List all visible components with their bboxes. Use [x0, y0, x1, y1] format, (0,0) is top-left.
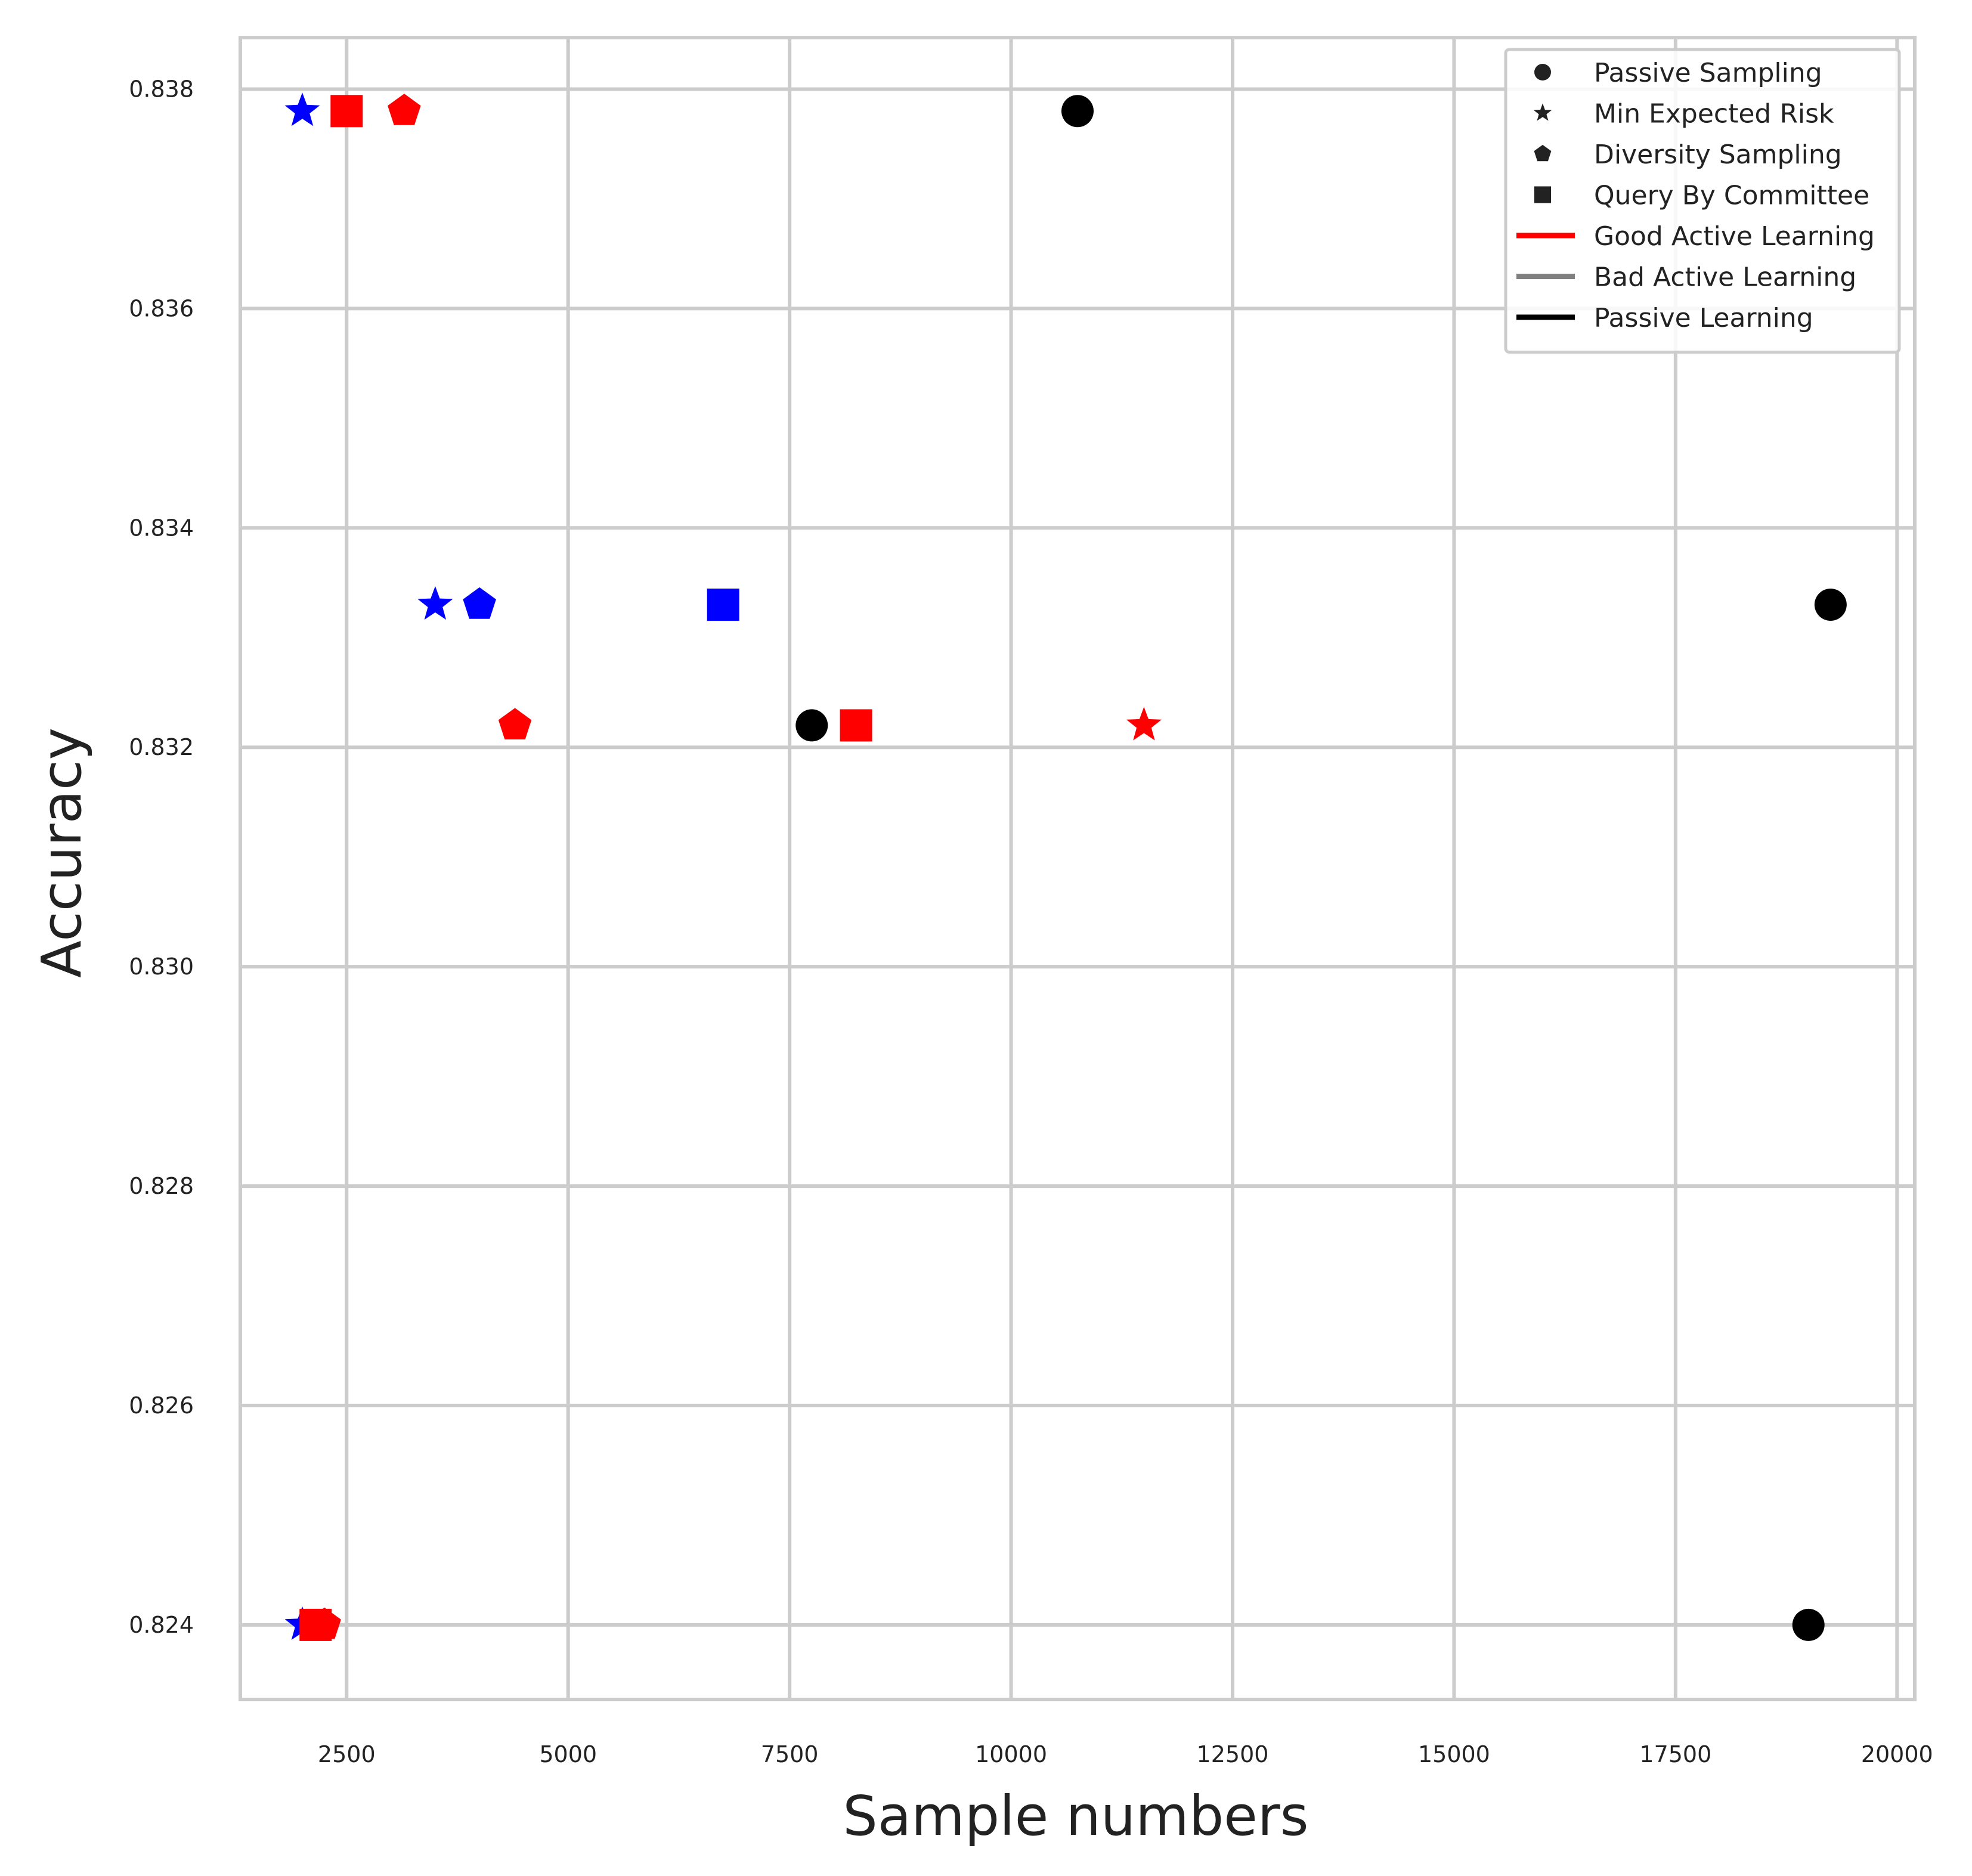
- y-tick-label: 0.824: [129, 1612, 194, 1638]
- y-tick-label: 0.836: [129, 295, 194, 321]
- plot-frame: [239, 36, 1917, 1701]
- x-tick-label: 7500: [761, 1741, 819, 1767]
- legend-box: [1504, 48, 1901, 354]
- legend-label: Good Active Learning: [1594, 221, 1875, 252]
- legend-marker-circle: [1534, 64, 1551, 81]
- y-tick-label: 0.832: [129, 734, 194, 760]
- data-point-pentagon: [463, 587, 496, 619]
- data-point-circle: [1792, 1608, 1825, 1641]
- legend-label: Diversity Sampling: [1594, 140, 1842, 170]
- legend-marker-star: [1533, 103, 1552, 121]
- y-tick-labels: 0.824 0.826 0.828 0.830 0.832 0.834 0.836 0.838: [129, 76, 194, 1637]
- x-tick-label: 20000: [1861, 1741, 1933, 1767]
- data-point-circle: [1814, 589, 1847, 621]
- y-axis-title: Accuracy: [30, 728, 94, 978]
- data-point-circle: [795, 709, 828, 742]
- data-point-pentagon: [388, 94, 421, 125]
- x-tick-label: 12500: [1197, 1741, 1269, 1767]
- data-point-square: [330, 95, 363, 128]
- y-tick-label: 0.826: [129, 1392, 194, 1419]
- legend-label: Min Expected Risk: [1594, 99, 1834, 129]
- x-axis-title: Sample numbers: [843, 1784, 1308, 1848]
- data-point-pentagon: [498, 708, 532, 739]
- legend-label: Query By Committee: [1594, 181, 1869, 211]
- x-tick-label: 2500: [318, 1741, 376, 1767]
- y-tick-label: 0.828: [129, 1173, 194, 1199]
- data-point-square: [840, 709, 872, 742]
- data-point-star: [1126, 707, 1162, 741]
- y-tick-label: 0.838: [129, 76, 194, 102]
- data-point-star: [417, 586, 453, 620]
- x-tick-label: 17500: [1639, 1741, 1711, 1767]
- x-tick-label: 5000: [539, 1741, 597, 1767]
- x-tick-label: 10000: [975, 1741, 1047, 1767]
- data-points: [284, 92, 1847, 1641]
- x-tick-labels: 2500 5000 7500 10000 12500 15000 17500 20000: [318, 1741, 1933, 1767]
- x-tick-label: 15000: [1418, 1741, 1490, 1767]
- data-point-circle: [1061, 95, 1094, 128]
- legend-marker-pentagon: [1534, 144, 1552, 162]
- legend-label: Bad Active Learning: [1594, 262, 1856, 293]
- legend-label: Passive Sampling: [1594, 58, 1822, 88]
- data-point-square: [299, 1608, 332, 1641]
- data-point-square: [707, 589, 739, 621]
- legend: Passive Sampling Min Expected Risk Diversi…: [1504, 48, 1901, 354]
- y-tick-label: 0.834: [129, 515, 194, 541]
- y-tick-label: 0.830: [129, 954, 194, 980]
- legend-marker-square: [1534, 186, 1551, 203]
- legend-label: Passive Learning: [1594, 303, 1813, 333]
- data-point-star: [284, 92, 320, 126]
